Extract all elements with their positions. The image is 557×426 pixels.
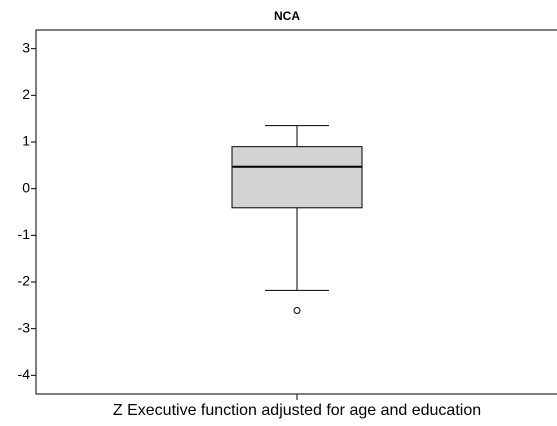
chart-title: NCA xyxy=(274,9,300,23)
y-tick-label: -3 xyxy=(18,319,31,335)
y-tick-label: 2 xyxy=(22,86,30,102)
y-tick-label: -2 xyxy=(18,273,31,289)
y-tick-label: 3 xyxy=(22,39,30,55)
x-axis-label: Z Executive function adjusted for age an… xyxy=(113,402,481,419)
y-tick-label: 1 xyxy=(22,133,30,149)
outlier xyxy=(293,306,301,314)
y-tick-label: 0 xyxy=(22,179,30,195)
box xyxy=(231,146,363,209)
y-tick-label: -4 xyxy=(18,366,31,382)
y-tick-label: -1 xyxy=(18,226,31,242)
